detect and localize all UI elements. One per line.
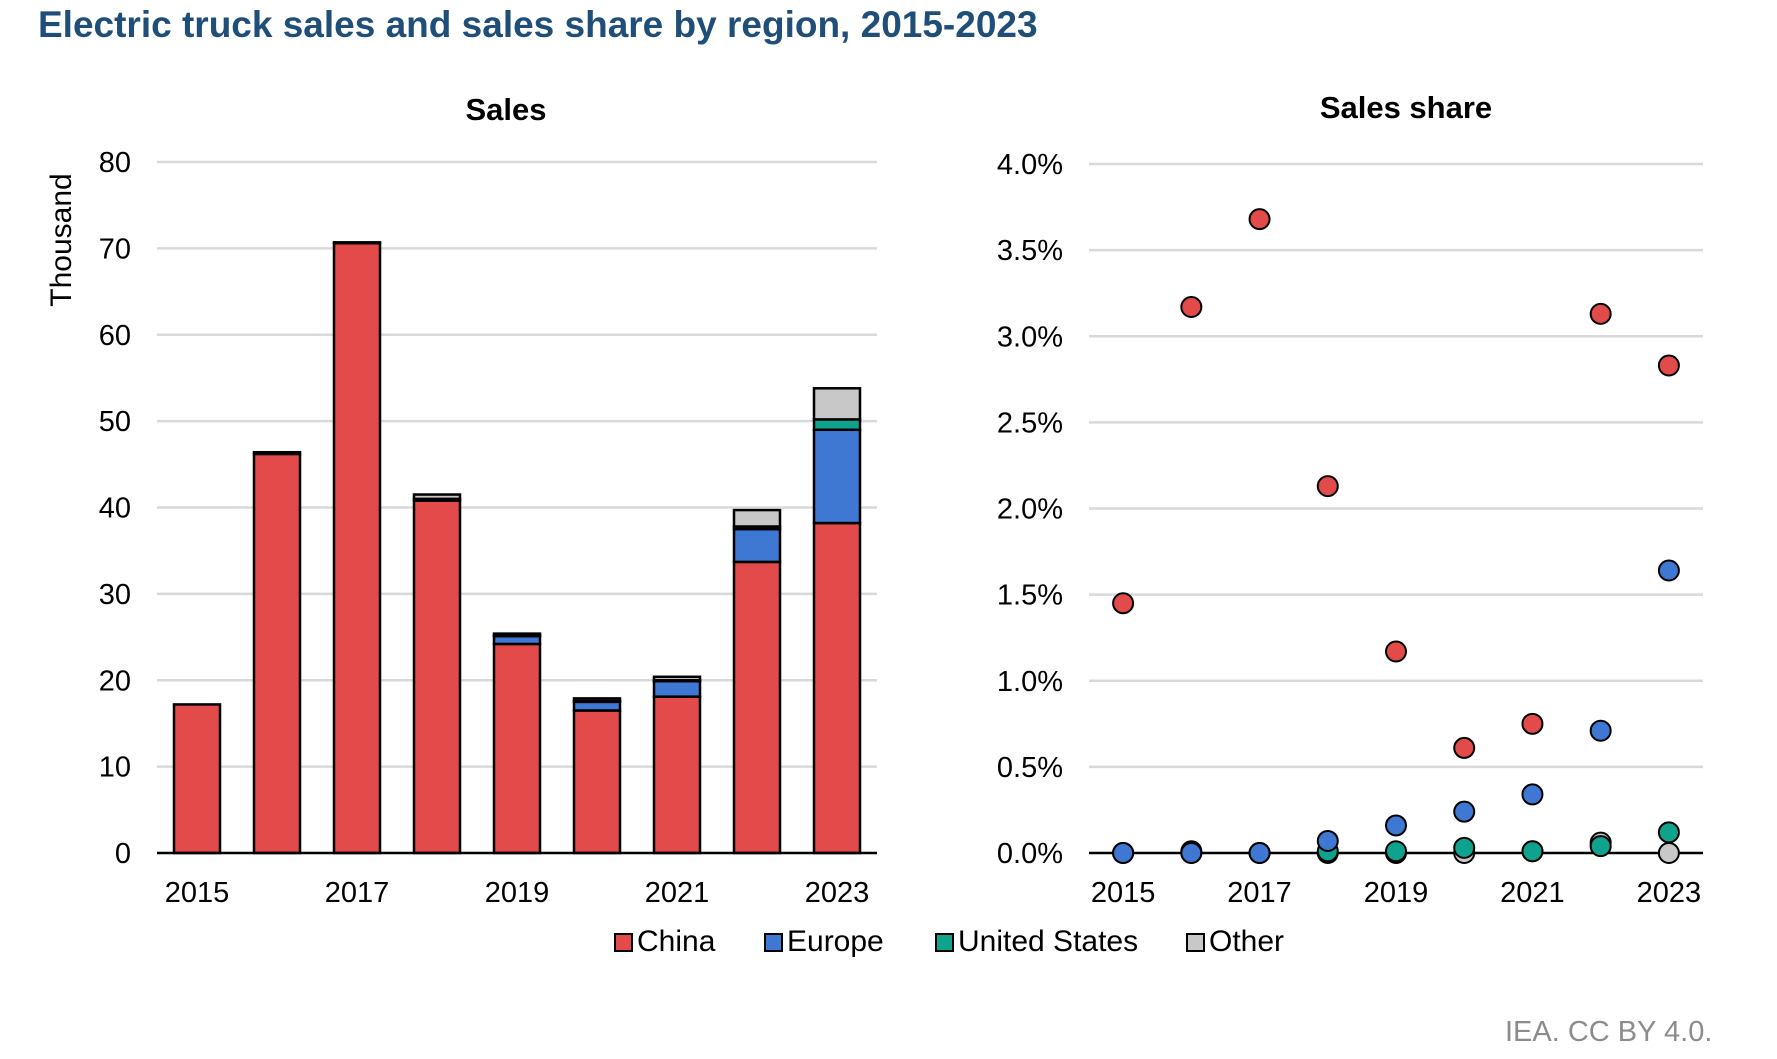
share-point-europe-2016 xyxy=(1180,842,1203,864)
sales-bar-china-2017 xyxy=(332,241,382,855)
sales-bar-china-2015 xyxy=(172,703,222,855)
sales-bar-china-2022 xyxy=(732,560,782,855)
sales-bar-other-2016 xyxy=(252,450,302,456)
share-point-europe-2019 xyxy=(1385,814,1407,837)
sales-bar-other-2023 xyxy=(812,387,862,421)
sales-bar-other-2017 xyxy=(332,241,382,245)
share-point-china-2017 xyxy=(1248,208,1271,231)
sales-y-tick-label: 60 xyxy=(99,320,131,352)
sales-bar-china-2019 xyxy=(492,642,542,855)
sales-x-tick-label: 2015 xyxy=(165,877,230,909)
sales-bar-united-states-2023 xyxy=(812,418,862,432)
legend-label-united-states: United States xyxy=(958,925,1138,958)
share-panel: Sales share 0.0% 0.5% 1.0% 1.5% 2.0% 2.5% 3.0%… xyxy=(997,90,1703,909)
share-point-europe-2021 xyxy=(1521,783,1544,806)
sales-bar-europe-2022 xyxy=(732,527,782,564)
share-point-china-2020 xyxy=(1453,736,1476,759)
legend-label-china: China xyxy=(637,925,716,958)
source-note: IEA. CC BY 4.0. xyxy=(1505,1016,1713,1048)
legend-swatch-other xyxy=(1186,933,1205,952)
share-point-united-states-2019 xyxy=(1385,840,1407,863)
sales-bar-other-2022 xyxy=(732,508,782,528)
sales-panel: Sales Thousand 0 10 20 30 40 50 60 70 80 2015 201… xyxy=(45,92,877,909)
share-point-china-2023 xyxy=(1657,354,1680,377)
share-point-other-2023 xyxy=(1657,842,1680,864)
sales-y-tick-label: 70 xyxy=(99,233,131,265)
share-y-tick-label: 2.0% xyxy=(997,494,1063,526)
sales-bar-europe-2020 xyxy=(572,700,622,712)
legend-swatch-europe xyxy=(764,933,783,952)
sales-bar-china-2018 xyxy=(412,499,462,855)
share-point-europe-2015 xyxy=(1112,842,1135,864)
sales-y-tick-label: 40 xyxy=(99,493,131,525)
share-y-tick-label: 1.5% xyxy=(997,580,1063,612)
share-point-united-states-2023 xyxy=(1657,821,1680,844)
sales-bar-china-2016 xyxy=(252,452,302,855)
share-point-europe-2017 xyxy=(1248,842,1271,864)
sales-x-tick-label: 2017 xyxy=(325,877,390,909)
share-point-europe-2018 xyxy=(1316,829,1339,852)
share-panel-title: Sales share xyxy=(1320,90,1492,125)
legend-swatch-united-states xyxy=(935,933,954,952)
sales-bar-other-2019 xyxy=(492,632,542,637)
share-point-europe-2023 xyxy=(1657,559,1680,582)
share-y-tick-label: 3.5% xyxy=(997,235,1063,267)
share-point-europe-2020 xyxy=(1453,800,1476,823)
share-y-tick-label: 0.0% xyxy=(997,838,1063,870)
sales-bar-other-2021 xyxy=(652,675,702,682)
share-y-tick-label: 1.0% xyxy=(997,666,1063,698)
sales-y-tick-label: 10 xyxy=(99,752,131,784)
share-x-tick-label: 2021 xyxy=(1500,877,1565,909)
share-y-tick-label: 3.0% xyxy=(997,321,1063,353)
chart-title: Electric truck sales and sales share by … xyxy=(38,4,1038,45)
share-y-tick-label: 2.5% xyxy=(997,407,1063,439)
share-point-united-states-2022 xyxy=(1589,835,1612,858)
share-point-united-states-2020 xyxy=(1453,836,1476,859)
sales-x-tick-label: 2021 xyxy=(645,877,710,909)
share-point-europe-2022 xyxy=(1589,719,1612,742)
share-point-china-2022 xyxy=(1589,302,1612,325)
share-x-tick-label: 2023 xyxy=(1637,877,1702,909)
sales-y-tick-label: 80 xyxy=(99,147,131,179)
share-point-united-states-2021 xyxy=(1521,840,1544,863)
sales-x-tick-label: 2019 xyxy=(485,877,550,909)
sales-y-tick-label: 0 xyxy=(115,838,131,870)
legend-label-other: Other xyxy=(1209,925,1284,958)
share-point-china-2021 xyxy=(1521,712,1544,735)
sales-bar-other-2020 xyxy=(572,697,622,703)
sales-panel-title: Sales xyxy=(465,92,546,127)
sales-bar-china-2021 xyxy=(652,695,702,855)
sales-bar-europe-2023 xyxy=(812,428,862,525)
sales-bar-china-2023 xyxy=(812,521,862,855)
sales-bar-europe-2021 xyxy=(652,679,702,698)
share-x-tick-label: 2015 xyxy=(1091,877,1156,909)
sales-bar-china-2020 xyxy=(572,709,622,855)
share-x-tick-label: 2017 xyxy=(1227,877,1292,909)
share-y-tick-label: 0.5% xyxy=(997,752,1063,784)
share-point-china-2019 xyxy=(1385,640,1407,663)
sales-x-tick-label: 2023 xyxy=(805,877,870,909)
sales-bar-other-2018 xyxy=(412,493,462,501)
share-point-china-2015 xyxy=(1112,592,1135,615)
share-x-tick-label: 2019 xyxy=(1364,877,1429,909)
sales-y-axis-label: Thousand xyxy=(45,173,78,306)
share-point-china-2018 xyxy=(1316,475,1339,498)
sales-y-tick-label: 20 xyxy=(99,665,131,697)
legend-swatch-china xyxy=(614,933,633,952)
share-point-china-2016 xyxy=(1180,295,1203,318)
share-y-tick-label: 4.0% xyxy=(997,149,1063,181)
sales-y-tick-label: 30 xyxy=(99,579,131,611)
sales-y-tick-label: 50 xyxy=(99,406,131,438)
legend: China Europe United States Other xyxy=(614,925,1284,958)
legend-label-europe: Europe xyxy=(787,925,884,958)
